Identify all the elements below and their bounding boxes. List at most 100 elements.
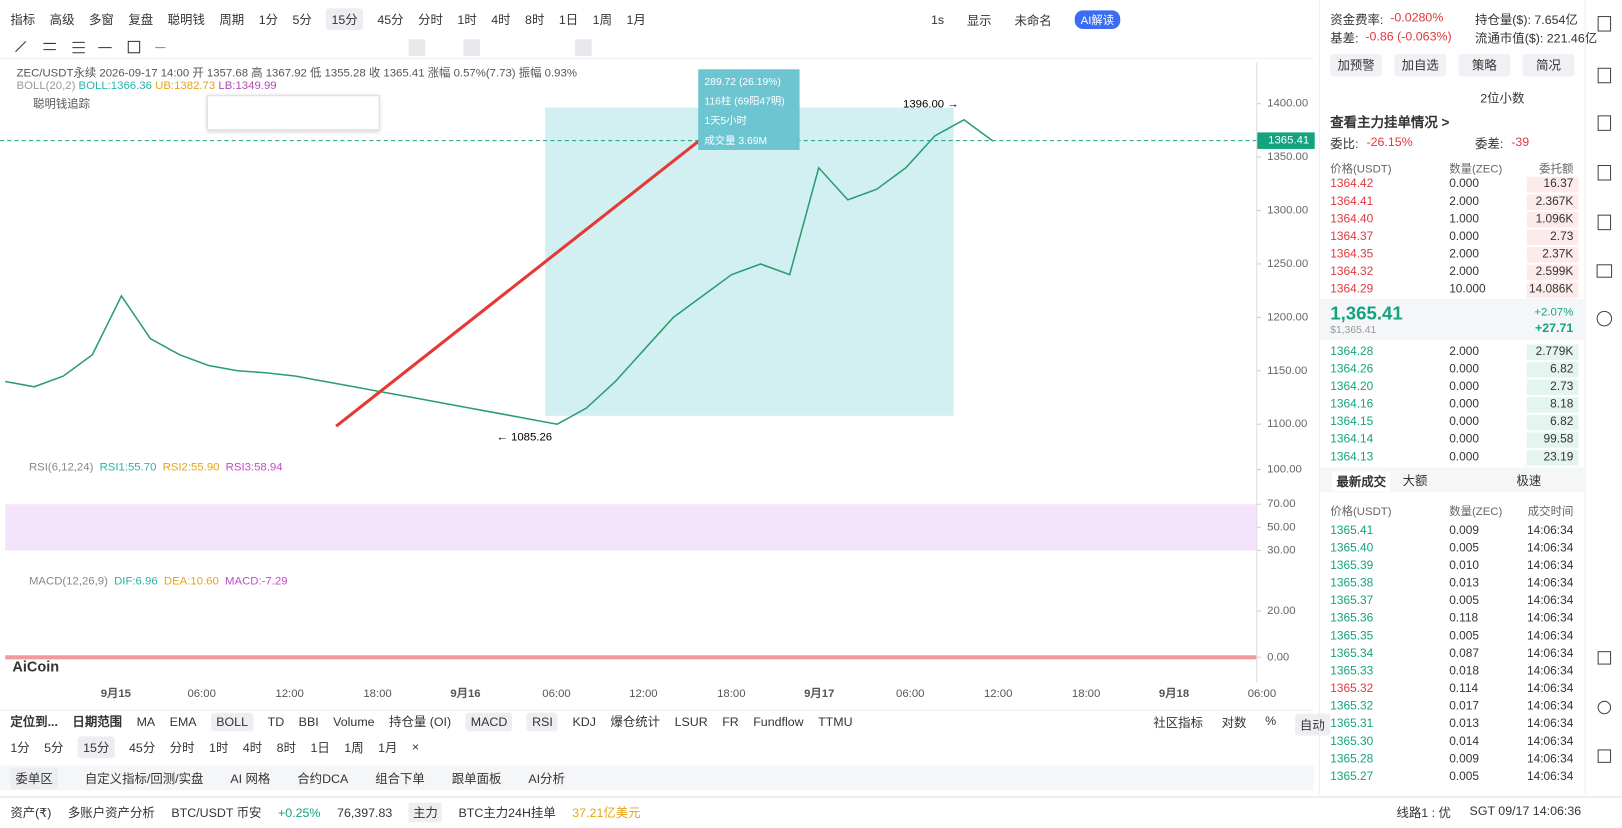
period[interactable]: 4时	[242, 740, 263, 755]
panel-tab[interactable]: 组合下单	[375, 771, 425, 786]
ask-cell: 1.000	[1449, 213, 1479, 226]
toolbar-item[interactable]: 15分	[326, 7, 363, 30]
toolbar-item[interactable]: 高级	[49, 11, 75, 27]
view-main: 查看主力挂单情况 >	[1330, 114, 1450, 131]
indicator[interactable]: TTMU	[818, 714, 853, 729]
ask-cell: 2.000	[1449, 195, 1479, 208]
ratio-label: 委比:	[1330, 136, 1359, 152]
toolbar-item[interactable]: 1月	[626, 11, 646, 27]
toolbar-item[interactable]: 聪明钱	[167, 11, 205, 27]
ask-cell: 2.37K	[1542, 248, 1574, 261]
indicator[interactable]: BBI	[298, 714, 319, 729]
indicator[interactable]: LSUR	[674, 714, 708, 729]
y-tick-label: 1400.00	[1267, 98, 1308, 110]
bid-cell: 8.18	[1550, 398, 1574, 411]
period[interactable]: ×	[411, 739, 420, 755]
y-tick-label: 50.00	[1267, 521, 1295, 533]
measure-area	[545, 107, 954, 416]
trade-cell: 14:06:34	[1527, 753, 1574, 766]
toolbar-item[interactable]: 45分	[377, 11, 404, 27]
toolbar-item[interactable]: 4时	[491, 11, 511, 27]
measure-line: 116柱 (69阳47明)	[704, 96, 785, 108]
indicator[interactable]: Volume	[333, 714, 375, 729]
panel-tab[interactable]: 跟单面板	[451, 771, 502, 786]
period[interactable]: 1周	[344, 740, 364, 755]
annotation: ← 1085.26	[497, 432, 553, 444]
toolbar-item[interactable]: 指标	[10, 11, 36, 27]
toolbar-item[interactable]: 5分	[292, 11, 312, 27]
ask-cell: 14.086K	[1528, 283, 1574, 296]
ask-cell: 0.000	[1449, 177, 1479, 191]
bid-cell: 2.779K	[1535, 345, 1574, 358]
bid-cell: 2.73	[1550, 380, 1574, 394]
indicator[interactable]: TD	[267, 714, 285, 729]
panel-tab[interactable]: 合约DCA	[297, 771, 349, 786]
period[interactable]: 45分	[129, 740, 156, 755]
panel-button[interactable]: 策略	[1458, 53, 1511, 77]
panel-button[interactable]: 加自选	[1394, 53, 1447, 77]
indicator[interactable]: FR	[722, 714, 739, 729]
indicator[interactable]: RSI	[526, 712, 559, 731]
last-price-box	[1256, 132, 1315, 149]
toolbar-item[interactable]: 多窗	[88, 11, 114, 27]
indicator[interactable]: 爆仓统计	[610, 714, 661, 730]
trade-cell: 1365.39	[1330, 559, 1374, 573]
period[interactable]: 1月	[378, 740, 398, 755]
panel-tab[interactable]: 委单区	[10, 767, 58, 789]
indicator-option[interactable]: %	[1265, 713, 1277, 729]
bid-cell: 0.000	[1449, 363, 1479, 376]
toolbar-item[interactable]: 1s	[930, 12, 945, 27]
toolbar-item[interactable]: 分时	[418, 11, 443, 27]
indicator[interactable]: BOLL	[211, 712, 254, 731]
indicator[interactable]: 定位到...	[10, 714, 58, 730]
indicator[interactable]: MA	[136, 714, 156, 729]
toolbar-item[interactable]: 复盘	[128, 11, 154, 27]
bid-depth	[1526, 362, 1579, 378]
period[interactable]: 1时	[209, 740, 229, 755]
toolbar-item[interactable]: 8时	[525, 11, 545, 27]
trade-cell: 0.005	[1449, 594, 1479, 608]
status-pair: BTC/USDT 币安	[171, 805, 262, 821]
bid-depth	[1526, 379, 1579, 396]
indicator-option[interactable]: 社区指标	[1153, 715, 1204, 731]
trade-cell: 1365.35	[1330, 629, 1374, 643]
toolbar-item[interactable]: 显示	[966, 12, 992, 28]
logo: AiCoin	[12, 657, 60, 675]
panel-button[interactable]: 加预警	[1330, 53, 1382, 77]
indicator[interactable]: KDJ	[572, 714, 596, 729]
chart: 1396.00 → ← 1085.26 1365.41 9月15 06:00 12:00 1…	[0, 62, 1315, 700]
toolbar-item[interactable]: 1时	[457, 11, 477, 27]
toolbar-item[interactable]: 周期	[219, 11, 245, 27]
period[interactable]: 5分	[44, 740, 64, 755]
panel-tab[interactable]: AI分析	[528, 771, 565, 786]
panel-button[interactable]: 简况	[1522, 53, 1575, 77]
toolbar-item[interactable]: AI解读	[1074, 10, 1121, 29]
indicator-option[interactable]: 对数	[1221, 715, 1247, 731]
panel-tab[interactable]: 自定义指标/回测/实盘	[84, 771, 204, 786]
toolbar-item[interactable]: 未命名	[1014, 12, 1052, 28]
annotation: 1396.00 →	[903, 98, 959, 110]
ask-cell: 2.73	[1550, 230, 1574, 244]
tool-icons	[15, 39, 592, 56]
indicator[interactable]: EMA	[169, 714, 197, 729]
indicator[interactable]: Fundflow	[753, 714, 804, 729]
bid-cell: 0.000	[1449, 433, 1479, 446]
period[interactable]: 8时	[276, 740, 297, 755]
trade-cell: 14:06:34	[1527, 770, 1574, 784]
indicator[interactable]: 持仓量 (OI)	[389, 714, 452, 730]
indicator-option[interactable]: 自动	[1294, 713, 1330, 736]
panel-tab[interactable]: AI 网格	[230, 771, 271, 786]
period[interactable]: 1分	[10, 740, 30, 755]
toolbar-item[interactable]: 1分	[258, 11, 279, 27]
period[interactable]: 15分	[77, 735, 115, 758]
smart-money: 聪明钱追踪	[33, 98, 90, 111]
x-tick-label: 06:00	[1248, 688, 1276, 700]
period[interactable]: 分时	[169, 740, 195, 755]
indicator[interactable]: MACD	[465, 712, 513, 731]
trade-header: 价格(USDT)	[1330, 505, 1392, 519]
period[interactable]: 1日	[310, 740, 330, 755]
indicator[interactable]: 日期范围	[72, 714, 123, 730]
floating-toolbar[interactable]	[206, 95, 380, 131]
toolbar-item[interactable]: 1周	[592, 11, 612, 27]
toolbar-item[interactable]: 1日	[558, 11, 579, 27]
